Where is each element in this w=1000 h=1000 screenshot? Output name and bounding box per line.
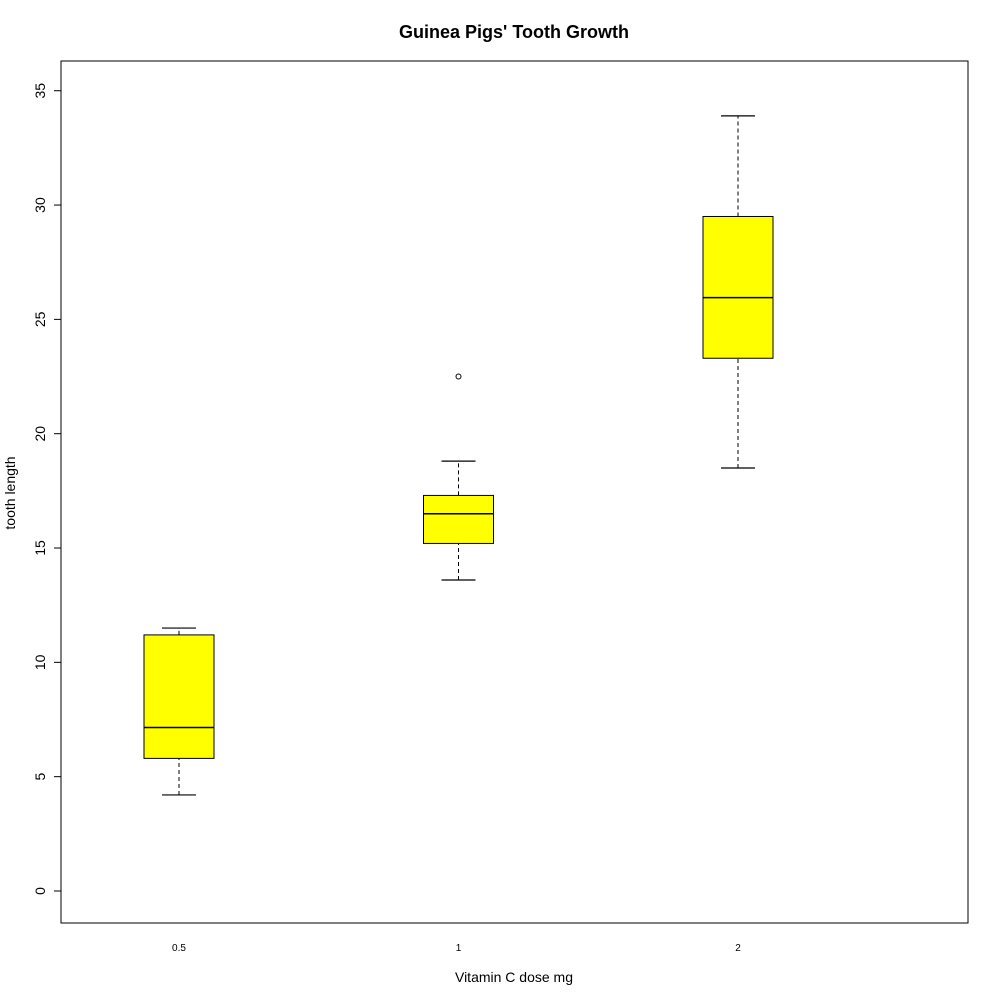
box-2: [702, 115, 774, 469]
y-tick-label-10: 10: [32, 654, 48, 670]
outlier-point-0: [455, 373, 462, 380]
y-tick-label-0: 0: [32, 887, 48, 895]
box-series: [143, 115, 774, 796]
interquartile-box: [143, 634, 215, 759]
interquartile-box: [702, 215, 774, 359]
box-1: [423, 373, 494, 581]
y-tick-label-15: 15: [32, 540, 48, 556]
x-tick-label-0.5: 0.5: [172, 943, 186, 954]
y-tick-label-25: 25: [32, 311, 48, 327]
y-axis-ticks: 0 5 10 15 20 25 30 35: [32, 83, 61, 895]
y-axis-label: tooth length: [2, 456, 18, 529]
y-tick-label-20: 20: [32, 426, 48, 442]
x-tick-label-2: 2: [735, 943, 741, 954]
y-tick-label-5: 5: [32, 773, 48, 781]
x-tick-label-1: 1: [456, 943, 462, 954]
x-axis-label: Vitamin C dose mg: [455, 969, 573, 985]
chart-title: Guinea Pigs' Tooth Growth: [399, 22, 629, 42]
box-0.5: [143, 627, 215, 796]
y-tick-label-30: 30: [32, 197, 48, 213]
interquartile-box: [423, 494, 494, 544]
x-axis-ticks: 0.5 1 2: [172, 943, 741, 954]
y-tick-label-35: 35: [32, 83, 48, 99]
